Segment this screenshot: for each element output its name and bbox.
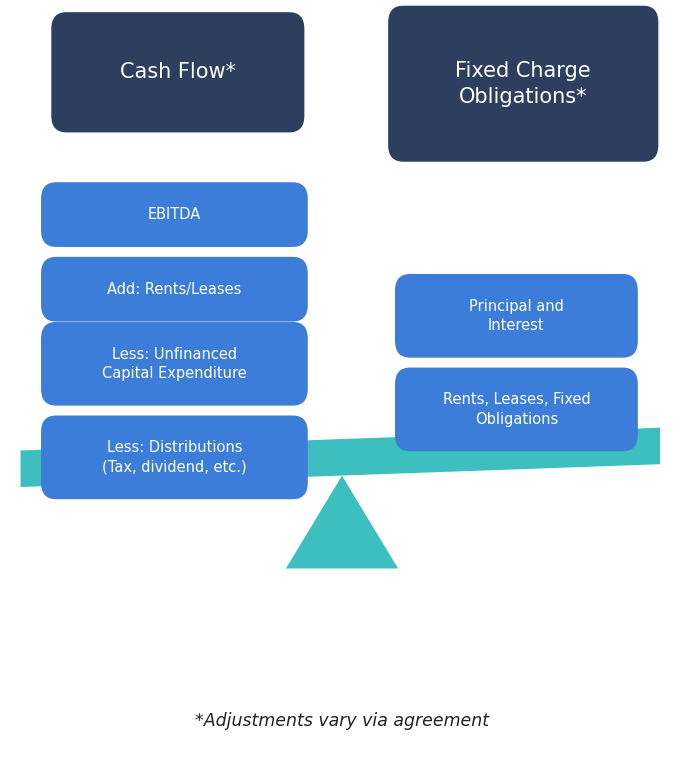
Text: Rents, Leases, Fixed
Obligations: Rents, Leases, Fixed Obligations bbox=[443, 393, 590, 426]
Text: Principal and
Interest: Principal and Interest bbox=[469, 299, 564, 333]
Polygon shape bbox=[286, 476, 398, 568]
FancyBboxPatch shape bbox=[41, 416, 308, 499]
FancyBboxPatch shape bbox=[395, 368, 637, 451]
FancyBboxPatch shape bbox=[41, 257, 308, 321]
FancyBboxPatch shape bbox=[395, 274, 637, 358]
FancyBboxPatch shape bbox=[51, 12, 304, 132]
Text: Less: Distributions
(Tax, dividend, etc.): Less: Distributions (Tax, dividend, etc.… bbox=[102, 441, 247, 474]
Text: EBITDA: EBITDA bbox=[148, 207, 201, 222]
Polygon shape bbox=[21, 428, 660, 487]
Text: Add: Rents/Leases: Add: Rents/Leases bbox=[107, 282, 241, 297]
FancyBboxPatch shape bbox=[389, 5, 658, 161]
FancyBboxPatch shape bbox=[41, 182, 308, 247]
Text: Fixed Charge
Obligations*: Fixed Charge Obligations* bbox=[456, 61, 591, 107]
Text: Less: Unfinanced
Capital Expenditure: Less: Unfinanced Capital Expenditure bbox=[102, 347, 247, 380]
FancyBboxPatch shape bbox=[41, 322, 308, 406]
Text: *Adjustments vary via agreement: *Adjustments vary via agreement bbox=[195, 712, 489, 731]
Text: Cash Flow*: Cash Flow* bbox=[120, 62, 236, 82]
